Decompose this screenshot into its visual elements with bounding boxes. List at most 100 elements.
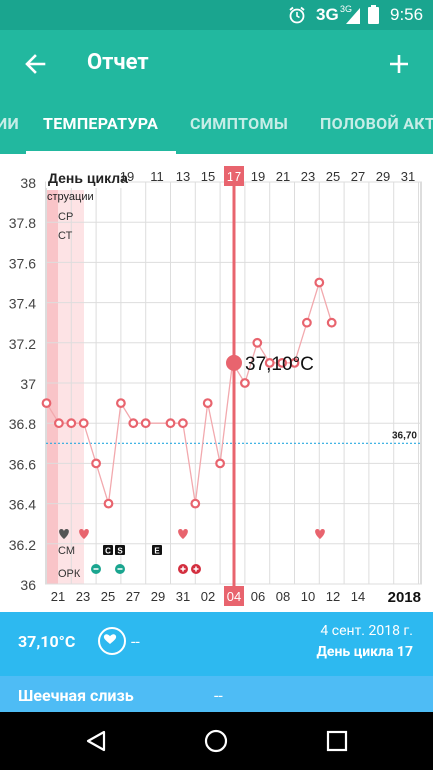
bottom-date-label: 31 <box>176 589 190 604</box>
bottom-date-label: 14 <box>351 589 365 604</box>
cm-mark-box <box>103 545 113 555</box>
chart-svg[interactable]: 38 37.8 37.6 37.4 37.2 37 36.8 36.6 36.4 36.2 36 Де… <box>0 154 433 610</box>
temperature-point[interactable] <box>91 458 101 469</box>
tab-bar: ИИ ТЕМПЕРАТУРА СИМПТОМЫ ПОЛОВОЙ АКТ <box>0 98 433 154</box>
top-day-label: 27 <box>351 169 365 184</box>
cervical-mucus-row[interactable]: Шеечная слизь -- <box>0 676 433 712</box>
temperature-point[interactable] <box>302 317 312 328</box>
temperature-point[interactable] <box>239 378 250 388</box>
menstruation-label: струации <box>47 191 94 203</box>
temperature-point[interactable] <box>128 418 139 429</box>
selected-date-badge <box>224 586 244 606</box>
bottom-date-label: 06 <box>251 589 265 604</box>
temperature-point[interactable] <box>314 277 325 288</box>
temperature-point[interactable] <box>215 458 226 469</box>
top-day-label: 25 <box>326 169 340 184</box>
temperature-chart[interactable]: 38 37.8 37.6 37.4 37.2 37 36.8 36.6 36.4 36.2 36 Де… <box>0 154 433 610</box>
heart-icon[interactable] <box>315 529 325 539</box>
temperature-point[interactable] <box>289 357 300 368</box>
temperature-point[interactable] <box>41 398 52 409</box>
selected-temperature-label: 37,10°C <box>245 354 314 375</box>
top-day-label: 15 <box>201 169 215 184</box>
tab-symptoms[interactable]: СИМПТОМЫ <box>190 114 289 133</box>
tab-temperature[interactable]: ТЕМПЕРАТУРА <box>43 114 159 133</box>
bottom-date-label-selected: 04 <box>227 589 241 604</box>
cm-mark-box <box>152 545 162 555</box>
top-day-label: 19 <box>251 169 265 184</box>
bottom-date-label: 25 <box>101 589 115 604</box>
nav-home-icon[interactable] <box>204 729 228 753</box>
top-day-label: 31 <box>401 169 415 184</box>
plus-icon[interactable] <box>381 46 417 82</box>
temperature-point[interactable] <box>165 418 176 429</box>
heart-icon[interactable] <box>98 627 126 655</box>
clock: 9:56 <box>390 5 424 24</box>
cm-mark-box <box>115 545 125 555</box>
temperature-point[interactable] <box>115 398 126 409</box>
y-tick-label: 37.8 <box>9 215 36 231</box>
cm-mark-letter: E <box>154 547 160 556</box>
arrow-back-icon[interactable] <box>18 46 54 82</box>
cycle-day-header: День цикла <box>48 170 128 186</box>
y-tick-label: 36.8 <box>9 416 36 432</box>
y-tick-label: 37 <box>20 376 36 392</box>
tab-indicator <box>26 151 176 154</box>
y-tick-label: 37.6 <box>9 255 36 271</box>
y-tick-label: 37.4 <box>9 296 36 312</box>
temperature-point[interactable] <box>190 498 201 509</box>
top-day-label: 23 <box>301 169 315 184</box>
nav-recents-icon[interactable] <box>326 730 348 752</box>
page-title: Отчет <box>87 50 149 75</box>
bottom-date-label: 10 <box>301 589 315 604</box>
y-tick-label: 36 <box>20 577 36 593</box>
y-tick-label: 36.2 <box>9 537 36 553</box>
temperature-point[interactable] <box>78 418 89 429</box>
y-tick-label: 36.4 <box>9 497 36 513</box>
temperature-point[interactable] <box>66 418 77 429</box>
status-bar: 3G 3G 9:56 <box>0 0 433 30</box>
tab-partial-left[interactable]: ИИ <box>0 114 19 133</box>
battery-icon <box>368 5 379 24</box>
cm-mark-letter: S <box>117 547 123 556</box>
intercourse-value: -- <box>131 632 140 651</box>
cycle-day-header-bg <box>46 168 128 188</box>
temperature-point[interactable] <box>326 317 337 328</box>
bottom-date-label: 23 <box>76 589 90 604</box>
nav-back-icon[interactable] <box>84 729 108 753</box>
bottom-date-label: 29 <box>151 589 165 604</box>
bottom-date-label: 02 <box>201 589 215 604</box>
temperature-point[interactable] <box>140 418 151 429</box>
row-label-opk: ОРК <box>58 568 81 580</box>
temperature-point[interactable] <box>103 498 114 509</box>
network-sup: 3G <box>340 4 353 14</box>
bottom-date-label: 12 <box>326 589 340 604</box>
temperature-point[interactable] <box>264 357 275 368</box>
y-tick-label: 38 <box>20 175 36 191</box>
day-summary[interactable]: 37,10°C -- 4 сент. 2018 г. День цикла 17 <box>0 612 433 676</box>
bottom-date-label: 21 <box>51 589 65 604</box>
summary-date: 4 сент. 2018 г. <box>320 623 413 639</box>
y-tick-label: 37.2 <box>9 336 36 352</box>
cm-mark-letter: C <box>105 547 111 556</box>
temperature-point[interactable] <box>54 418 64 429</box>
top-day-label: 21 <box>276 169 290 184</box>
row-label-cm: СМ <box>58 545 75 557</box>
mucus-label: Шеечная слизь <box>18 686 134 705</box>
signal-icon <box>346 8 360 24</box>
selected-temperature-point[interactable] <box>226 354 242 371</box>
row-label-ct: СТ <box>58 230 73 242</box>
tab-intercourse[interactable]: ПОЛОВОЙ АКТ <box>320 114 433 133</box>
temperature-point[interactable] <box>202 398 213 409</box>
heart-icon[interactable] <box>79 529 89 539</box>
heart-icon[interactable] <box>59 529 69 539</box>
temperature-point[interactable] <box>252 337 263 348</box>
mucus-value: -- <box>214 686 223 705</box>
temperature-point[interactable] <box>277 357 288 368</box>
bottom-date-label: 27 <box>126 589 140 604</box>
system-nav-bar <box>0 712 433 770</box>
summary-temperature: 37,10°C <box>18 632 76 651</box>
top-day-label: 29 <box>376 169 390 184</box>
app-bar: Отчет <box>0 30 433 98</box>
temperature-point[interactable] <box>177 418 188 429</box>
heart-icon[interactable] <box>178 529 188 539</box>
